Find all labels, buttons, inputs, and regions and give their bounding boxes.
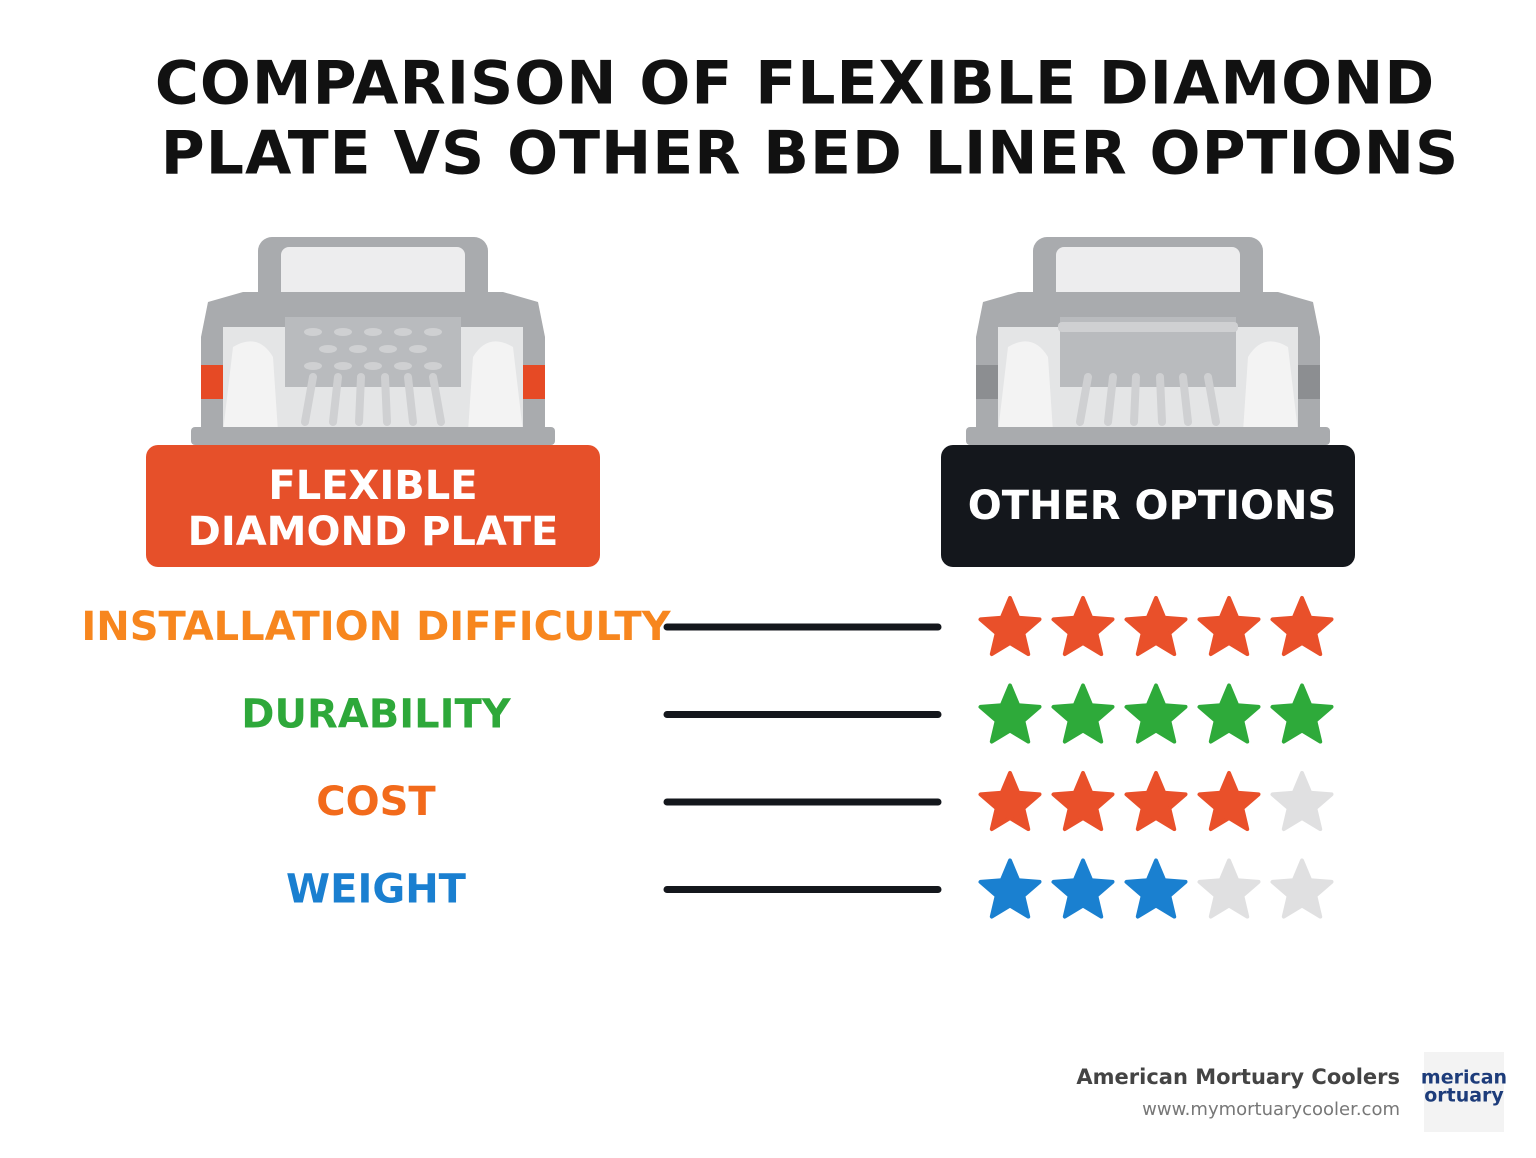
left-label: FLEXIBLE (268, 463, 477, 509)
star-rating (978, 771, 1334, 832)
star (1051, 858, 1115, 919)
title-line: PLATE VS OTHER BED LINER OPTIONS (161, 119, 1459, 189)
star (978, 858, 1042, 919)
star (1124, 771, 1188, 832)
truck-detail (1058, 322, 1238, 332)
star (1051, 596, 1115, 657)
footer-name: American Mortuary Coolers (1076, 1065, 1400, 1089)
right-label: OTHER OPTIONS (968, 483, 1337, 529)
star (978, 771, 1042, 832)
star (1197, 771, 1261, 832)
star (1197, 683, 1261, 744)
star (1124, 858, 1188, 919)
star (1270, 596, 1334, 657)
truck-icon (966, 237, 1330, 445)
star (1197, 858, 1261, 919)
title-line: COMPARISON OF FLEXIBLE DIAMOND (155, 49, 1435, 119)
footer-url: www.mymortuarycooler.com (1142, 1099, 1400, 1120)
truck-icon (191, 237, 555, 445)
star (1051, 771, 1115, 832)
row-label: COST (316, 779, 436, 825)
right-label-box (941, 445, 1355, 567)
star (1051, 683, 1115, 744)
star-rating (978, 596, 1334, 657)
star (1270, 771, 1334, 832)
star (1270, 683, 1334, 744)
star (1197, 596, 1261, 657)
left-label-box (146, 445, 600, 567)
star (1270, 858, 1334, 919)
star-rating (978, 683, 1334, 744)
star-rating (978, 858, 1334, 919)
logo-text: ortuary (1424, 1085, 1504, 1107)
star (978, 683, 1042, 744)
star (978, 596, 1042, 657)
logo-text: merican (1421, 1067, 1507, 1089)
row-label: INSTALLATION DIFFICULTY (81, 604, 671, 650)
row-label: WEIGHT (286, 867, 467, 913)
star (1124, 596, 1188, 657)
logo (1424, 1052, 1504, 1132)
left-label: DIAMOND PLATE (188, 509, 559, 555)
row-label: DURABILITY (241, 692, 511, 738)
star (1124, 683, 1188, 744)
rows: INSTALLATION DIFFICULTY DURABILITY COST WEI… (81, 596, 1334, 919)
